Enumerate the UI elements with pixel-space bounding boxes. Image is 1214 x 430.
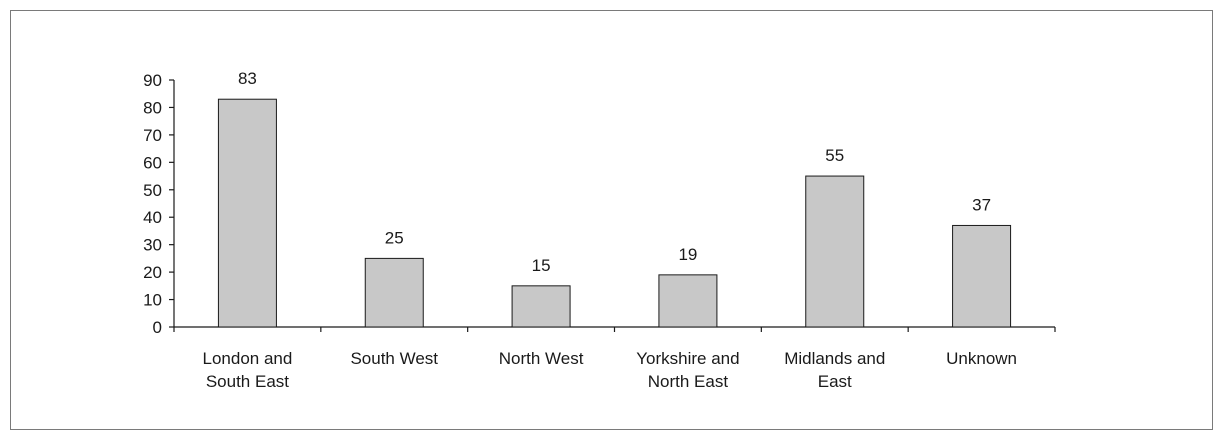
data-labels: 83 25 15 19 55 37 <box>238 69 991 275</box>
x-tick-label: Unknown <box>946 349 1017 368</box>
bar <box>805 175 865 328</box>
x-tick-label: North East <box>648 372 729 391</box>
bar <box>952 224 1012 328</box>
y-tick-label: 60 <box>143 153 162 172</box>
data-label: 37 <box>972 195 991 214</box>
bar-chart: 0 10 20 30 40 50 60 70 80 90 83 25 15 19 55 37 London … <box>143 69 1056 391</box>
x-tick-label: East <box>818 372 852 391</box>
data-label: 83 <box>238 69 257 88</box>
x-tick-label: London and <box>203 349 293 368</box>
bar <box>217 98 277 328</box>
y-tick-label: 50 <box>143 181 162 200</box>
y-tick-label: 20 <box>143 263 162 282</box>
data-label: 55 <box>825 146 844 165</box>
x-tick-label: South East <box>206 372 289 391</box>
y-tick-label: 40 <box>143 208 162 227</box>
y-tick-label: 70 <box>143 126 162 145</box>
chart-frame <box>10 10 1213 430</box>
category-labels: London and South East South West North West… <box>203 349 1018 391</box>
data-label: 15 <box>532 256 551 275</box>
bar <box>364 257 424 328</box>
y-tick-label: 30 <box>143 236 162 255</box>
x-tick-label: South West <box>350 349 438 368</box>
data-label: 19 <box>678 245 697 264</box>
bars <box>217 98 1012 328</box>
bar <box>511 285 571 328</box>
x-tick-label: Midlands and <box>784 349 885 368</box>
y-tick-label: 10 <box>143 291 162 310</box>
y-tick-label: 90 <box>143 71 162 90</box>
y-tick-label: 80 <box>143 98 162 117</box>
bar <box>658 274 718 328</box>
y-tick-label: 0 <box>153 318 162 337</box>
x-axis <box>173 326 1056 332</box>
y-axis: 0 10 20 30 40 50 60 70 80 90 <box>143 71 175 337</box>
data-label: 25 <box>385 228 404 247</box>
x-tick-label: North West <box>499 349 584 368</box>
x-tick-label: Yorkshire and <box>636 349 739 368</box>
